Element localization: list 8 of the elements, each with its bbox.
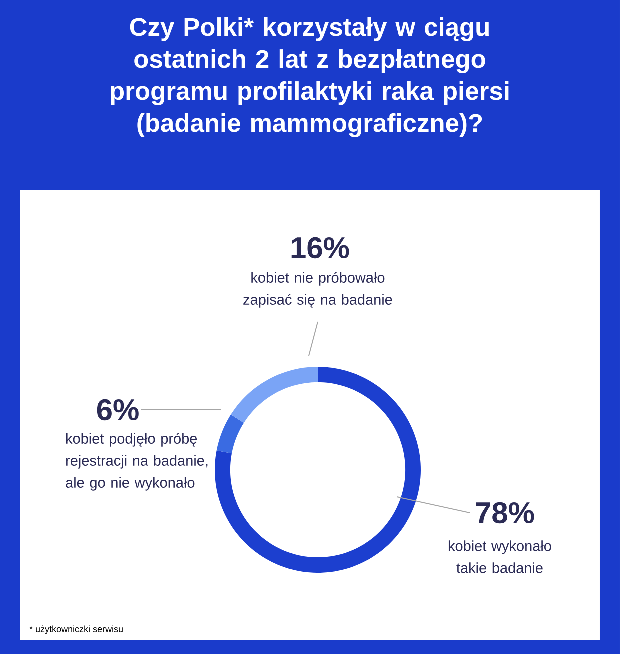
data-label: 16% bbox=[292, 237, 350, 259]
data-label: 6% bbox=[97, 399, 139, 421]
text: * użytkowniczki serwisu bbox=[30, 626, 123, 634]
slice-label: kobiet nie próbowało zapisać się na badanie bbox=[244, 272, 392, 308]
chart-title: Czy Polki* korzystały w ciągu ostatnich 2 lat z bezpłatnego programu profilaktyki raka piersi (badanie mammograficzne)? bbox=[111, 18, 509, 138]
slice-label: kobiet podjęło próbę rejestracji na badanie, ale go nie wykonało bbox=[66, 433, 208, 491]
data-label: 78% bbox=[476, 502, 534, 524]
slice-label: kobiet wykonało takie badanie bbox=[448, 540, 552, 574]
